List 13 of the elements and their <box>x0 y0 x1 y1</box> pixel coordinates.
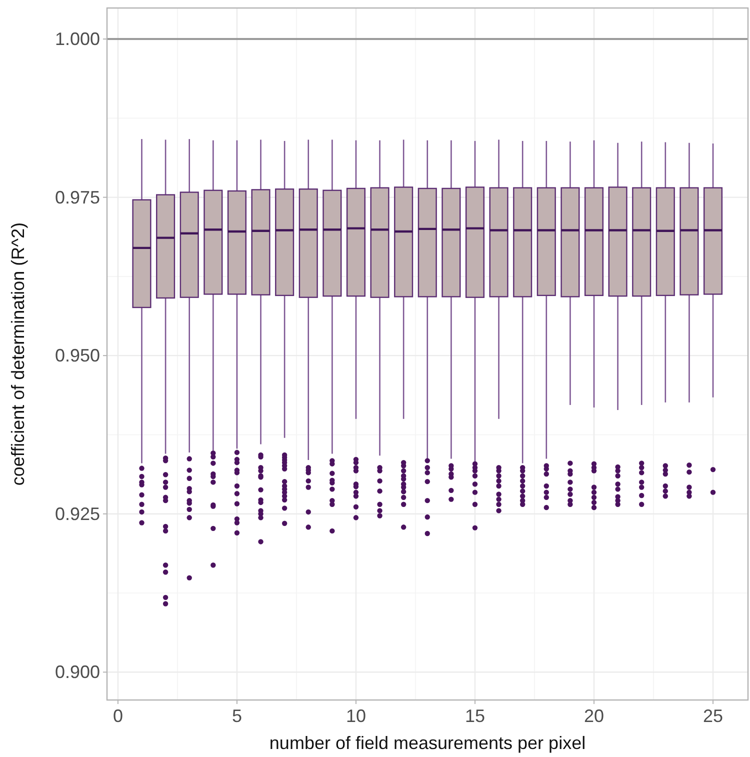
y-tick-label: 1.000 <box>54 29 100 50</box>
x-tick-label: 15 <box>464 706 485 726</box>
x-tick-label: 25 <box>702 706 724 726</box>
y-tick-label: 0.900 <box>54 662 100 682</box>
y-tick-label: 0.975 <box>54 187 100 208</box>
x-axis-title: number of field measurements per pixel <box>269 733 586 753</box>
x-tick-label: 0 <box>112 706 123 726</box>
y-axis-title: coefficient of determination (R^2) <box>8 222 28 486</box>
y-tick-label: 0.925 <box>54 504 100 524</box>
y-tick-label: 0.950 <box>54 346 100 366</box>
x-tick-label: 10 <box>346 706 366 726</box>
x-tick-label: 20 <box>584 706 604 726</box>
x-tick-label: 5 <box>232 706 242 726</box>
